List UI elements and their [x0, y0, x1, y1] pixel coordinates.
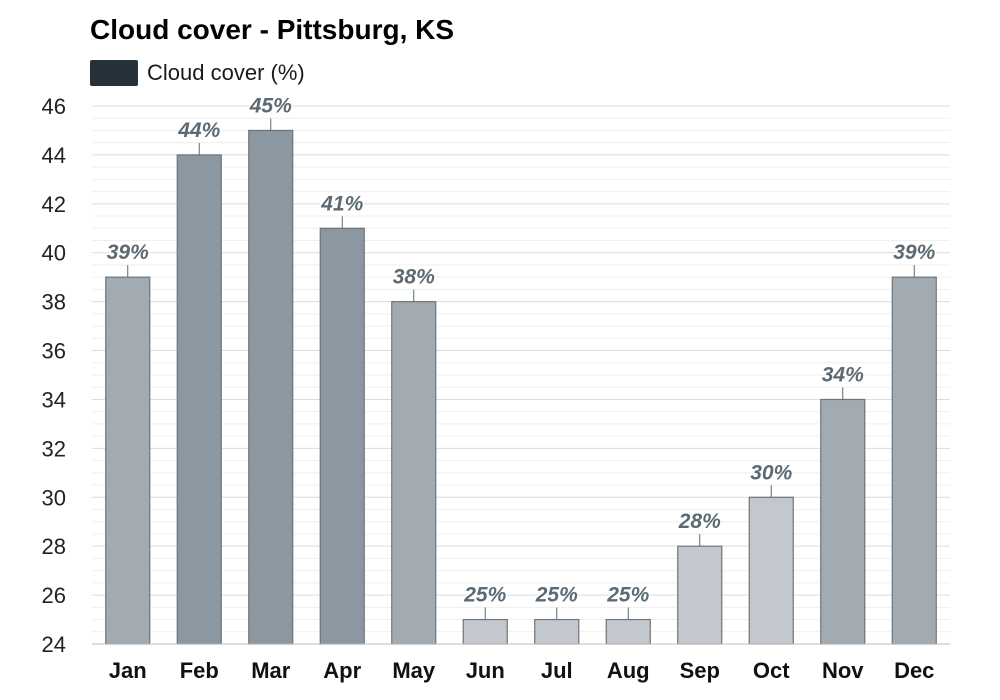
y-tick-label: 40: [42, 241, 66, 266]
data-label: 28%: [678, 510, 721, 533]
y-tick-label: 28: [42, 534, 66, 559]
bar-feb: [176, 154, 222, 645]
x-tick-label: Sep: [680, 658, 720, 683]
legend-swatch: [90, 60, 138, 86]
data-label: 25%: [535, 584, 578, 607]
chart-title: Cloud cover - Pittsburg, KS: [90, 14, 455, 45]
data-label: 44%: [177, 119, 220, 142]
y-tick-label: 46: [42, 94, 66, 119]
x-tick-label: Feb: [180, 658, 219, 683]
legend-label: Cloud cover (%): [147, 60, 305, 85]
bar-jun: [462, 618, 508, 645]
y-tick-label: 42: [42, 192, 66, 217]
x-tick-label: Aug: [607, 658, 650, 683]
bar-oct: [748, 496, 794, 645]
data-label: 25%: [463, 584, 506, 607]
data-label: 30%: [750, 461, 792, 484]
data-label: 45%: [249, 94, 292, 117]
bar-sep: [677, 545, 723, 645]
bar-aug: [605, 618, 651, 645]
x-tick-label: Oct: [753, 658, 790, 683]
bar-mar: [248, 129, 294, 645]
bar-nov: [820, 398, 866, 645]
data-label: 34%: [822, 363, 864, 386]
y-tick-label: 38: [42, 290, 66, 315]
x-tick-label: Jan: [109, 658, 147, 683]
y-tick-label: 26: [42, 583, 66, 608]
bar-jul: [534, 618, 580, 645]
y-tick-label: 44: [42, 143, 66, 168]
x-tick-label: Jul: [541, 658, 573, 683]
data-label: 39%: [107, 241, 149, 264]
x-tick-label: Apr: [323, 658, 361, 683]
bar-jan: [105, 276, 151, 645]
y-tick-label: 24: [42, 632, 66, 657]
y-tick-label: 34: [42, 387, 66, 412]
bar-apr: [319, 227, 365, 645]
y-tick-label: 30: [42, 485, 66, 510]
legend: Cloud cover (%): [90, 60, 305, 86]
y-tick-label: 32: [42, 436, 66, 461]
data-label: 41%: [320, 192, 363, 215]
x-tick-label: May: [392, 658, 436, 683]
y-tick-label: 36: [42, 339, 66, 364]
data-label: 38%: [393, 266, 435, 289]
x-tick-label: Mar: [251, 658, 291, 683]
x-tick-label: Nov: [822, 658, 864, 683]
data-label: 39%: [893, 241, 935, 264]
x-tick-label: Dec: [894, 658, 934, 683]
x-tick-label: Jun: [466, 658, 505, 683]
bar-dec: [891, 276, 937, 645]
bar-may: [391, 301, 437, 645]
data-label: 25%: [606, 584, 649, 607]
